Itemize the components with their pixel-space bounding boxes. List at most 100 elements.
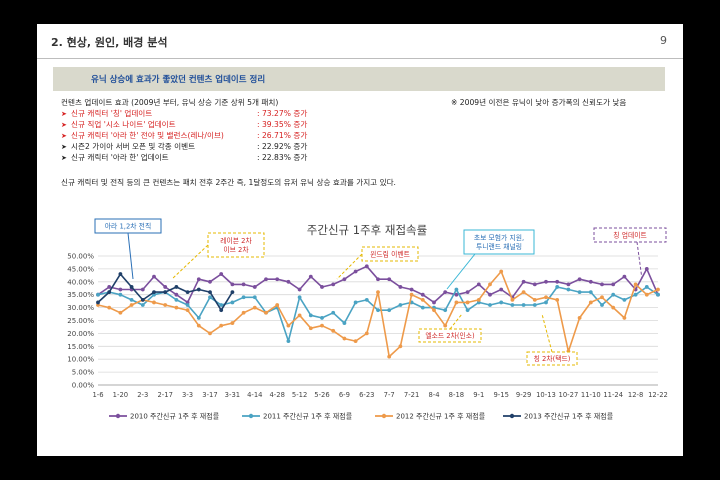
data-point (521, 303, 526, 307)
data-point (96, 292, 100, 297)
data-point (465, 290, 470, 295)
data-point (566, 282, 571, 287)
data-point (521, 290, 526, 295)
list-item: ➤ 신규 캐릭터 '칭' 업데이트: 73.27% 증가 (61, 108, 307, 119)
data-point (499, 269, 504, 274)
data-point (107, 285, 112, 289)
data-point (308, 313, 313, 318)
data-point (376, 290, 380, 295)
data-point (555, 285, 560, 289)
data-point (387, 354, 392, 359)
arrow-bullet-icon: ➤ (61, 154, 67, 162)
data-point (454, 300, 459, 305)
data-point (465, 308, 470, 313)
x-tick-label: 1-6 (92, 391, 103, 399)
y-tick-label: 50.00% (67, 253, 94, 261)
callout-box (463, 229, 535, 255)
data-point (656, 292, 660, 297)
data-point (432, 300, 436, 305)
arrow-bullet-icon: ➤ (61, 143, 67, 151)
data-point (196, 316, 201, 320)
data-point (174, 297, 179, 302)
callout-text: 레이븐 2차 이브 2차 (220, 236, 252, 254)
callout-text-line: 윈드림 이벤트 (370, 250, 410, 259)
x-tick-label: 4-14 (247, 391, 262, 399)
data-point (129, 297, 134, 302)
callout-text-line: 칭 업데이트 (613, 231, 646, 240)
data-point (353, 339, 358, 344)
item-label: 신규 캐릭터 '아라 한' 전야 및 밸런스(레나/이브) (71, 131, 224, 140)
data-point (96, 300, 100, 305)
data-point (409, 292, 414, 297)
data-point (286, 279, 291, 284)
summary-note: ※ 2009년 이전은 유닉이 낮아 증가폭의 신뢰도가 낮음 (451, 98, 627, 107)
callout-text: 엘소드 2차(인소) (425, 331, 475, 340)
y-tick-label: 10.00% (67, 356, 94, 364)
data-point (476, 297, 481, 302)
data-point (107, 290, 112, 295)
data-point (118, 272, 123, 276)
slide-page: 2. 현상, 원인, 배경 분석 9 유닉 상승에 효과가 좋았던 컨텐츠 업데… (37, 24, 683, 456)
data-point (420, 305, 425, 310)
data-point (600, 282, 604, 287)
x-tick-label: 12-8 (628, 391, 643, 399)
banner-title: 유닉 상승에 효과가 좋았던 컨텐츠 업데이트 정리 (91, 75, 266, 85)
data-point (376, 308, 380, 313)
x-tick-label: 8-18 (449, 391, 464, 399)
data-point (398, 344, 403, 349)
data-point (443, 323, 448, 328)
callout-text: 초보 모험가 지원, 투니랜드 채널링 (474, 233, 524, 251)
data-point (140, 303, 145, 307)
data-point (577, 316, 582, 320)
callout-leader (171, 244, 209, 280)
legend-marker (509, 413, 515, 419)
arrow-bullet-icon: ➤ (61, 110, 67, 118)
x-tick-label: 7-7 (384, 391, 395, 399)
line-chart: 0.00% 5.00% 10.00% 15.00% 20.00% 25.00% 30.00%… (67, 218, 668, 421)
data-point (185, 308, 190, 313)
data-point (140, 287, 145, 292)
y-tick-label: 35.00% (67, 291, 94, 299)
data-point (219, 272, 224, 276)
list-item: ➤ 신규 캐릭터 '아라 한' 업데이트: 22.83% 증가 (61, 152, 307, 163)
data-point (297, 287, 302, 292)
data-point (454, 292, 459, 297)
arrow-bullet-icon: ➤ (61, 121, 67, 129)
data-point (521, 279, 526, 284)
callout-text-line: 칭 2차(택드) (534, 354, 571, 363)
y-tick-label: 15.00% (67, 343, 94, 351)
item-value: : 22.83% 증가 (257, 153, 308, 162)
data-point (331, 310, 336, 315)
item-value: : 39.35% 증가 (257, 120, 308, 129)
data-point (588, 279, 593, 284)
data-point (555, 297, 560, 302)
data-point (398, 285, 403, 289)
data-point (230, 321, 235, 325)
data-point (264, 277, 268, 282)
data-point (241, 310, 246, 315)
callout-box (593, 227, 667, 243)
y-tick-label: 45.00% (67, 265, 94, 273)
x-tick-label: 2-3 (137, 391, 148, 399)
legend-marker (381, 413, 387, 419)
callout-leader (636, 241, 643, 280)
conclusion-text: 신규 캐릭터 및 전직 등의 큰 컨텐츠는 패치 전후 2주간 즉, 1달정도의… (61, 178, 396, 187)
section-title: 2. 현상, 원인, 배경 분석 (51, 36, 168, 49)
data-point (185, 303, 190, 307)
data-point (174, 305, 179, 310)
x-tick-label: 5-26 (314, 391, 329, 399)
data-point (566, 287, 571, 292)
data-point (152, 290, 156, 295)
data-point (476, 282, 481, 287)
data-point (588, 300, 593, 305)
data-point (252, 305, 257, 310)
callout-text-line: 투니랜드 채널링 (476, 242, 522, 251)
data-point (252, 285, 257, 289)
data-point (297, 295, 302, 300)
legend-label: 2011 주간신규 1주 후 재접률 (263, 412, 353, 421)
data-point (320, 323, 324, 328)
data-point (331, 328, 336, 333)
callout-text-line: 레이븐 2차 (220, 236, 252, 245)
data-point (342, 336, 347, 341)
data-point (600, 295, 604, 300)
